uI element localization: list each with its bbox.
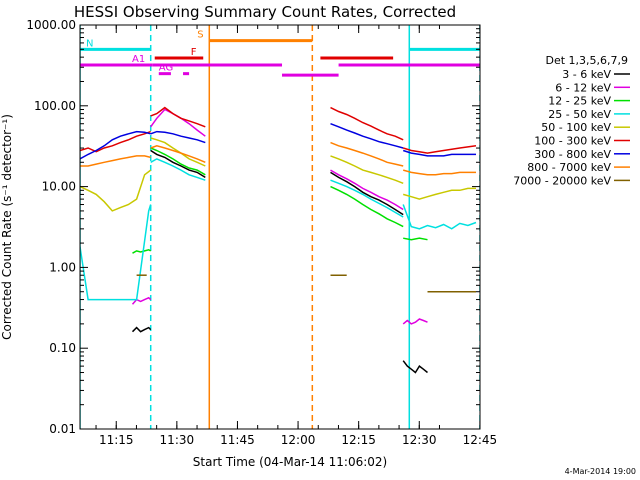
series-line (80, 155, 151, 167)
series-line (150, 137, 206, 167)
plot-frame (79, 24, 481, 430)
series-line (330, 169, 404, 211)
y-tick-label: 0.01 (49, 422, 76, 436)
legend-label: 800 - 7000 keV (527, 161, 611, 174)
x-tick-label: 12:15 (341, 433, 376, 447)
legend-label: 300 - 800 keV (534, 148, 611, 161)
flag-label: AG (159, 63, 173, 74)
series-line (80, 204, 152, 301)
series-line (150, 158, 206, 181)
flag-label: F (191, 47, 197, 58)
x-tick-label: 12:30 (402, 433, 437, 447)
series-line (150, 147, 206, 176)
y-tick-label: 100.00 (34, 99, 76, 113)
series-line (402, 187, 476, 200)
legend-label: 50 - 100 keV (541, 121, 611, 134)
series-line (131, 326, 152, 333)
y-tick-label: 1000.00 (26, 18, 76, 32)
series-line (402, 169, 476, 176)
series-line (330, 185, 404, 228)
series-line (330, 141, 404, 167)
series-line (402, 360, 428, 374)
y-tick-label: 10.00 (42, 180, 76, 194)
x-tick-label: 11:30 (160, 433, 195, 447)
flag-label: N (86, 38, 93, 49)
legend-label: 100 - 300 keV (534, 135, 611, 148)
x-tick-label: 12:45 (463, 433, 498, 447)
y-tick-label: 1.00 (49, 260, 76, 274)
y-tick-label: 0.10 (49, 341, 76, 355)
y-axis: 1000.00 100.00 10.00 1.00 0.10 0.01 (26, 18, 480, 436)
x-tick-label: 11:45 (220, 433, 255, 447)
series-line (403, 237, 428, 241)
data-series (80, 106, 477, 374)
flag-label: S (197, 30, 203, 41)
y-axis-label: Corrected Count Rate (s⁻¹ detector⁻¹) (0, 114, 14, 340)
vertical-markers (80, 25, 480, 429)
series-line (150, 145, 206, 163)
series-line (80, 130, 151, 153)
series-line (131, 296, 152, 305)
series-line (402, 149, 476, 157)
series-line (330, 171, 404, 216)
x-tick-label: 12:00 (281, 433, 316, 447)
observing-flags: N SF AG A1 (80, 30, 480, 77)
x-tick-label: 11:15 (99, 433, 134, 447)
legend-label: 7000 - 20000 keV (513, 174, 611, 187)
chart-title: HESSI Observing Summary Count Rates, Cor… (74, 3, 456, 21)
series-line (402, 145, 477, 154)
flag-label: A1 (132, 54, 145, 65)
series-line (330, 106, 404, 141)
series-line (80, 169, 152, 212)
x-axis: 11:15 11:30 11:45 12:00 12:15 12:30 12:45 (95, 25, 498, 447)
legend-label: 3 - 6 keV (562, 68, 611, 81)
series-line (150, 130, 206, 144)
series-line (330, 122, 404, 149)
legend-label: 6 - 12 keV (555, 81, 611, 94)
series-line (330, 179, 404, 218)
series-line (330, 155, 404, 184)
series-line (150, 149, 206, 179)
legend-label: 12 - 25 keV (548, 95, 611, 108)
series-line (402, 318, 428, 325)
series-line (150, 106, 206, 128)
footer-date: 4-Mar-2014 19:00 (565, 467, 636, 476)
legend-title: Det 1,3,5,6,7,9 (545, 54, 628, 67)
x-axis-label: Start Time (04-Mar-14 11:06:02) (193, 455, 387, 469)
series-line (80, 130, 151, 160)
legend-label: 25 - 50 keV (548, 108, 611, 121)
series-line (402, 204, 477, 230)
